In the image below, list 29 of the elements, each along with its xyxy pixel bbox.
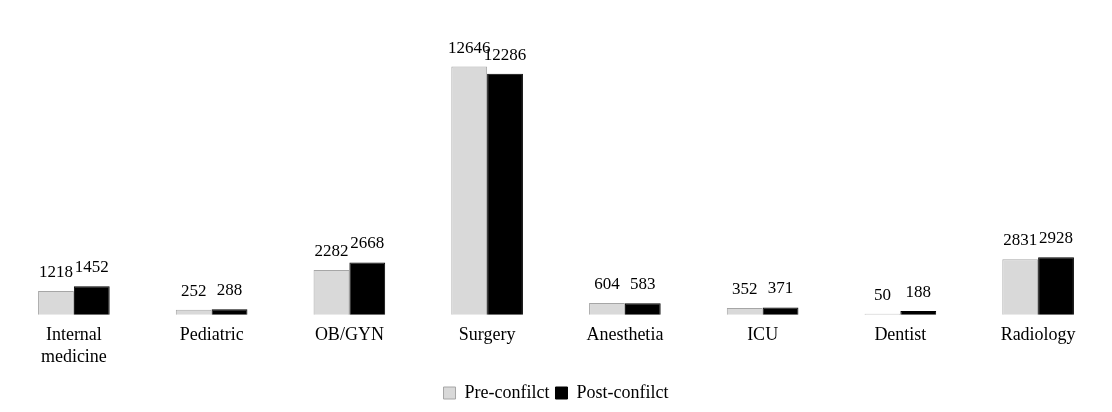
data-label: 2282 [314, 240, 349, 260]
data-label: 604 [594, 273, 621, 293]
legend-label: Post-confilct [576, 381, 669, 402]
data-label: 188 [905, 282, 932, 302]
x-tick-label: Dentist [874, 324, 927, 345]
data-label: 1218 [38, 261, 73, 281]
x-tick-label: ICU [747, 324, 779, 345]
x-tick-label: OB/GYN [314, 324, 384, 345]
data-label: 2928 [1039, 228, 1074, 248]
data-label: 2831 [1003, 230, 1038, 250]
x-tick-label: Pediatric [179, 324, 244, 345]
data-label: 1452 [74, 257, 109, 277]
bar [624, 303, 661, 315]
legend-label: Pre-confilct [464, 381, 550, 402]
bar [73, 286, 110, 315]
x-tick-label: Internal medicine [40, 324, 107, 366]
bar [1038, 257, 1074, 315]
data-label: 50 [873, 284, 891, 304]
bar [487, 73, 523, 315]
bar [349, 262, 386, 315]
data-label: 2668 [350, 233, 385, 253]
data-label: 288 [216, 280, 243, 300]
x-tick-label: Radiology [1000, 324, 1076, 345]
data-label: 583 [630, 274, 656, 294]
x-tick-label: Surgery [458, 324, 516, 345]
x-tick-label: Anesthetia [586, 324, 664, 345]
data-label: 252 [180, 280, 207, 300]
data-label: 371 [767, 278, 794, 298]
data-label: 352 [731, 278, 758, 298]
